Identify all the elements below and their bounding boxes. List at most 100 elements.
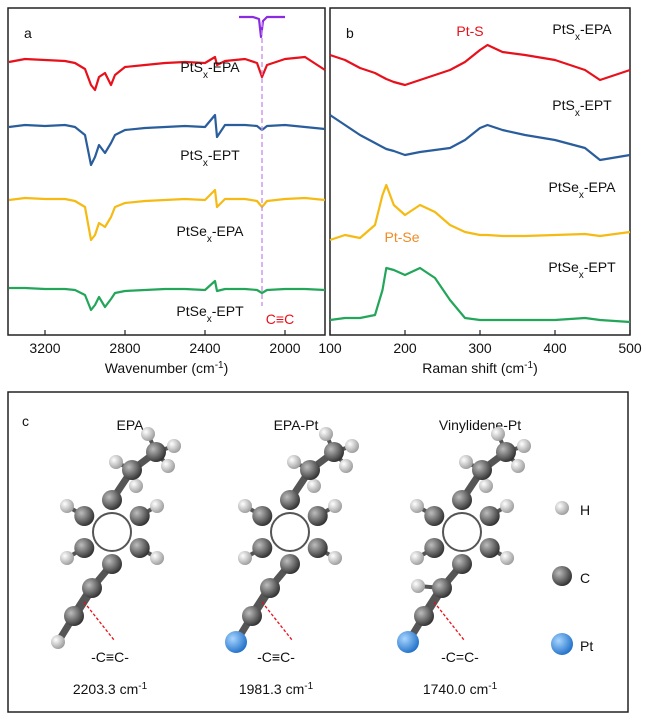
x-axis-title-part: Raman shift (cm	[422, 360, 524, 376]
x-tick-label: 500	[618, 340, 642, 356]
spectrum-line	[9, 115, 325, 165]
x-tick-label: 3200	[29, 340, 60, 356]
series-label-part: -EPA	[212, 223, 244, 239]
bond-label: -C≡C-	[257, 649, 295, 665]
x-axis-title-part: )	[533, 360, 538, 376]
spectrum-line	[9, 190, 325, 240]
spectrum-line	[330, 115, 630, 160]
atom	[459, 455, 473, 469]
x-tick-label: 2400	[189, 340, 220, 356]
atom	[411, 579, 425, 593]
series-label-part: -EPT	[584, 259, 616, 275]
atom	[452, 490, 472, 510]
series-label-part: -EPT	[212, 303, 244, 319]
atom	[51, 635, 65, 649]
frequency-label-part: 2203.3 cm	[73, 681, 138, 697]
series-label-part: PtSe	[548, 259, 579, 275]
series-label-part: PtS	[180, 147, 203, 163]
pointer	[434, 602, 464, 640]
series-label: PtSx-EPA	[180, 59, 240, 81]
series-label: PtSex-EPA	[177, 223, 245, 245]
x-tick-label: 2800	[109, 340, 140, 356]
pointer	[262, 602, 292, 640]
atom	[74, 506, 94, 526]
series-label-part: -EPT	[208, 147, 240, 163]
atom	[280, 554, 300, 574]
x-tick-label: 300	[468, 340, 492, 356]
atom	[307, 479, 321, 493]
atom	[319, 427, 333, 441]
atom	[410, 499, 424, 513]
legend-label: C	[580, 570, 590, 586]
atom	[328, 499, 342, 513]
spectrum-line	[9, 281, 325, 310]
atom	[339, 459, 353, 473]
atom	[238, 499, 252, 513]
series-label-part: PtS	[180, 59, 203, 75]
atom	[150, 551, 164, 565]
atom	[500, 499, 514, 513]
molecule-title: EPA-Pt	[274, 417, 319, 433]
series-label: PtSex-EPA	[549, 179, 617, 201]
series-label: PtSx-EPA	[552, 21, 612, 43]
atom	[480, 506, 500, 526]
atom	[424, 506, 444, 526]
frequency-label-part: -1	[304, 681, 313, 692]
series-label-part: PtS	[552, 97, 575, 113]
atom	[74, 538, 94, 558]
legend-label: H	[580, 502, 590, 518]
frequency-label-part: -1	[488, 681, 497, 692]
atom	[242, 606, 262, 626]
bond-label: -C≡C-	[91, 649, 129, 665]
series-label: PtSex-EPT	[176, 303, 244, 325]
frequency-label: 1740.0 cm-1	[423, 681, 498, 698]
atom	[397, 631, 419, 653]
frequency-label-part: 1981.3 cm	[239, 681, 304, 697]
atom	[238, 551, 252, 565]
atom	[161, 459, 175, 473]
atom	[122, 460, 142, 480]
atom	[517, 439, 531, 453]
x-tick-label: 2000	[269, 340, 300, 356]
aromatic-ring	[93, 513, 131, 551]
atom	[129, 479, 143, 493]
panel-label: b	[346, 25, 354, 41]
atom	[64, 606, 84, 626]
x-tick-label: 100	[318, 340, 342, 356]
x-axis-title: Wavenumber (cm-1)	[105, 360, 229, 377]
atom	[308, 506, 328, 526]
atom	[500, 551, 514, 565]
frequency-label: 2203.3 cm-1	[73, 681, 148, 698]
x-axis-title: Raman shift (cm-1)	[422, 360, 538, 377]
atom	[102, 490, 122, 510]
atom	[260, 578, 280, 598]
spectrum-line	[330, 45, 630, 85]
atom	[479, 479, 493, 493]
x-tick-label: 400	[543, 340, 567, 356]
atom	[410, 551, 424, 565]
atom	[324, 442, 344, 462]
frequency-label-part: -1	[138, 681, 147, 692]
frequency-label: 1981.3 cm-1	[239, 681, 314, 698]
annotation: Pt-S	[456, 23, 483, 39]
molecule-title: EPA	[117, 417, 145, 433]
atom	[167, 439, 181, 453]
figure: a 3200 2800 2400 2000 Wavenumber (cm-1) PtSx-E…	[0, 0, 646, 721]
atom	[511, 459, 525, 473]
atom	[472, 460, 492, 480]
series-label-part: -EPA	[208, 59, 240, 75]
atom	[141, 427, 155, 441]
series-label-part: -EPT	[580, 97, 612, 113]
atom	[225, 631, 247, 653]
atom	[252, 506, 272, 526]
atom	[496, 442, 516, 462]
annotation: Pt-Se	[384, 229, 419, 245]
spectrum-line	[9, 57, 325, 90]
series-label-part: -EPA	[580, 21, 612, 37]
atom	[555, 501, 569, 515]
atom	[130, 538, 150, 558]
atom	[60, 499, 74, 513]
panel-label: a	[24, 25, 32, 41]
atom	[300, 460, 320, 480]
atom	[552, 566, 572, 586]
